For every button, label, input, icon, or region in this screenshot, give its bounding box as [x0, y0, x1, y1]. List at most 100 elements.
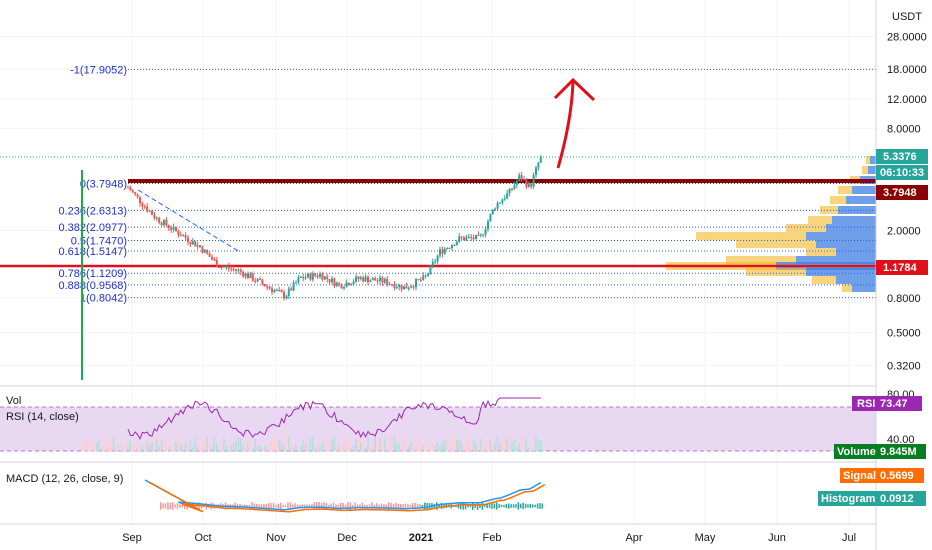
fib-level-label: 0.618(1.5147) [59, 246, 128, 258]
volume-bar [532, 446, 535, 452]
volume-bar [489, 439, 492, 452]
candle-body [506, 193, 509, 199]
volume-bar [427, 446, 429, 452]
candle-body [371, 278, 374, 281]
volume-bar [237, 437, 240, 452]
macd-hist-bar [414, 502, 416, 510]
candle-body [499, 202, 501, 204]
svg-text:0.0912: 0.0912 [880, 493, 914, 505]
macd-hist-bar [368, 504, 371, 508]
macd-hist-bar [167, 502, 169, 510]
macd-hist-bar [356, 504, 359, 508]
candle-body [196, 245, 199, 247]
candle-body [463, 237, 465, 241]
candle-body [487, 221, 489, 230]
candle-body [388, 284, 391, 286]
vp-bar-blue [826, 224, 876, 232]
candle-body [259, 278, 261, 280]
candle-body [400, 284, 403, 290]
volume-bar [160, 439, 163, 452]
trend-line[interactable] [137, 189, 241, 253]
candle-body [323, 276, 326, 280]
volume-bar [163, 437, 165, 452]
macd-hist-bar [268, 503, 270, 509]
volume-bar [122, 444, 124, 452]
candle-body [362, 277, 365, 282]
macd-hist-bar [395, 502, 397, 510]
volume-bar [148, 444, 151, 452]
volume-bar [415, 444, 417, 452]
candle-body [451, 244, 453, 248]
candle-body [256, 278, 259, 282]
volume-bar [403, 437, 405, 452]
macd-hist-bar [496, 502, 498, 510]
vp-bar-blue [846, 196, 876, 204]
candle-body [364, 276, 367, 282]
macd-hist-bar [299, 504, 301, 508]
rsi-label[interactable]: RSI (14, close) [6, 411, 79, 423]
macd-hist-bar [388, 502, 390, 510]
volume-bar [314, 446, 316, 452]
candle-body [170, 228, 173, 230]
candle-body [179, 234, 182, 237]
candle-body [184, 235, 187, 238]
volume-bar [499, 442, 501, 452]
volume-bar [523, 439, 525, 452]
vp-bar-blue [870, 156, 876, 164]
volume-bar [259, 445, 261, 452]
candle-body [479, 234, 482, 236]
volume-bar [261, 447, 264, 452]
vol-label[interactable]: Vol [6, 395, 21, 407]
volume-bar [319, 446, 321, 452]
time-axis[interactable]: Sep Oct Nov Dec 2021 Feb Apr May Jun Jul [122, 532, 856, 544]
volume-bar [434, 445, 436, 452]
fib-retracement[interactable]: -1(17.9052) 0(3.7948) 0.236(2.6313) 0.382(2… [59, 64, 877, 305]
candle-body [191, 241, 194, 245]
candle-body [127, 187, 129, 189]
candle-body [302, 277, 305, 279]
volume-bar [393, 436, 396, 452]
volume-bar [124, 438, 127, 452]
svg-text:73.47: 73.47 [880, 398, 908, 410]
candle-body [141, 203, 144, 207]
volume-bar [472, 438, 475, 452]
candle-body [244, 273, 247, 277]
macd-label[interactable]: MACD (12, 26, close, 9) [6, 473, 123, 485]
volume-bar [240, 438, 242, 452]
volume-bar [496, 436, 499, 452]
volume-bar [475, 442, 477, 452]
volume-bar [451, 436, 453, 452]
volume-bar [535, 436, 537, 452]
candle-body [441, 249, 444, 254]
candle-body [285, 296, 288, 299]
macd-hist-bar [412, 502, 414, 510]
vp-bar-blue [836, 248, 876, 256]
macd-hist-bar [493, 503, 496, 509]
candle-body [134, 192, 137, 195]
macd-hist-bar [404, 503, 407, 509]
volume-bar [304, 443, 307, 452]
candle-body [343, 287, 345, 289]
macd-hist-bar [524, 503, 527, 509]
macd-hist-bar [241, 504, 244, 508]
volume-bar [525, 438, 528, 452]
candle-body [537, 162, 540, 168]
volume-bar [156, 439, 158, 452]
volume-bar [235, 441, 237, 452]
vp-bar-blue [852, 284, 876, 292]
volume-bar [117, 444, 120, 452]
macd-hist-bar [313, 502, 316, 510]
volume-bar [528, 447, 530, 452]
volume-bar [132, 445, 134, 452]
volume-bar [417, 437, 420, 452]
volume-bar [127, 445, 129, 452]
volume-bar [276, 436, 278, 452]
up-arrow-annotation[interactable] [553, 77, 596, 169]
volume-bar [139, 447, 141, 452]
candle-body [326, 276, 329, 279]
volume-bar [458, 439, 460, 452]
macd-hist-bar [320, 502, 323, 510]
volume-bar [424, 436, 427, 452]
